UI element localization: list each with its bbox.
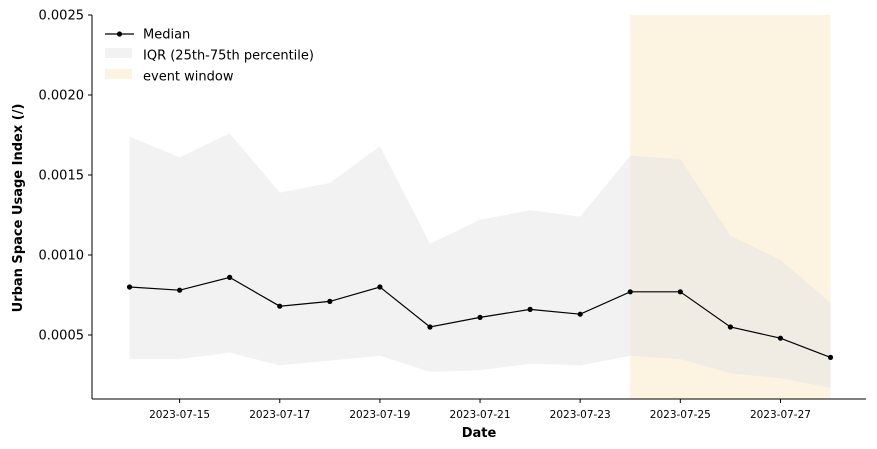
tick-labels: 0.0005 0.0010 0.0015 0.0020 0.0025 2023-07-15… (39, 9, 811, 422)
median-point (177, 287, 183, 293)
x-tick-label: 2023-07-17 (249, 409, 310, 421)
x-axis-title: Date (462, 426, 497, 441)
y-tick-label: 0.0015 (39, 169, 85, 184)
y-axis-title: Urban Space Usage Index (/) (11, 104, 26, 313)
median-point (527, 306, 533, 312)
median-point (377, 284, 383, 290)
x-tick-label: 2023-07-21 (450, 409, 511, 421)
x-tick-label: 2023-07-19 (349, 409, 410, 421)
median-point (727, 324, 733, 330)
legend-event-window-label: event window (143, 70, 234, 85)
median-point (126, 284, 133, 290)
median-point (427, 324, 433, 330)
median-line-layer (126, 274, 834, 360)
legend-iqr-swatch (105, 48, 132, 58)
y-tick-label: 0.0020 (39, 89, 85, 104)
median-point (227, 274, 233, 280)
y-tick-label: 0.0010 (39, 249, 85, 264)
x-tick-label: 2023-07-27 (750, 409, 811, 421)
x-tick-label: 2023-07-25 (650, 409, 711, 421)
legend-iqr-label: IQR (25th-75th percentile) (143, 49, 314, 64)
median-point (827, 354, 834, 360)
legend-event-window-swatch (105, 69, 132, 79)
median-point (677, 289, 683, 295)
iqr-band-layer (129, 133, 831, 388)
x-tick-label: 2023-07-23 (550, 409, 611, 421)
y-tick-label: 0.0025 (39, 9, 85, 24)
x-tick-label: 2023-07-15 (149, 409, 210, 421)
legend-median-label: Median (143, 28, 190, 43)
median-point (627, 289, 633, 295)
y-tick-label: 0.0005 (39, 329, 85, 344)
median-point (777, 335, 784, 341)
median-point (327, 298, 333, 304)
legend-median-marker-icon (116, 31, 123, 37)
legend: Median IQR (25th-75th percentile) event … (105, 28, 314, 85)
median-point (477, 314, 483, 320)
iqr-band (129, 133, 831, 388)
median-point (577, 311, 583, 317)
median-point (277, 303, 283, 309)
